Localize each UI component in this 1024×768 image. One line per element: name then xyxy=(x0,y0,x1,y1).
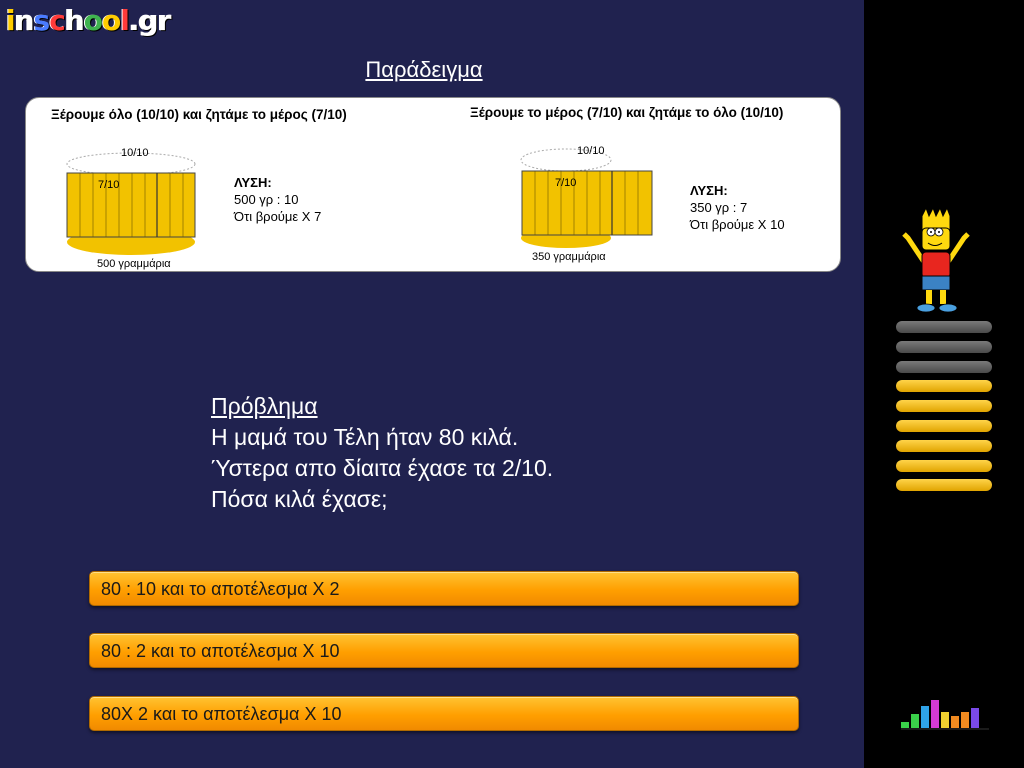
logo-letter: h xyxy=(64,4,85,37)
progress-bar-segment xyxy=(896,380,992,393)
problem-text: Πρόβλημα Η μαμά του Τέλη ήταν 80 κιλά. Ύ… xyxy=(211,391,553,515)
logo-letter: s xyxy=(33,4,51,37)
left-base-label: 500 γραμμάρια xyxy=(97,258,171,270)
logo-letter: i xyxy=(6,4,16,37)
progress-bar-segment xyxy=(896,420,992,432)
bart-character-icon xyxy=(902,208,970,313)
sound-equalizer-icon[interactable] xyxy=(901,698,989,730)
answer-label-2: 80 : 2 και το αποτέλεσμα Χ 10 xyxy=(101,641,340,661)
left-cylinder-diagram xyxy=(66,152,196,255)
logo-letter: r xyxy=(157,4,172,37)
problem-line1: Η μαμά του Τέλη ήταν 80 κιλά. xyxy=(211,424,519,450)
right-whole-label: 10/10 xyxy=(577,145,605,157)
progress-bar-segment xyxy=(896,459,992,472)
answer-button-2[interactable]: 80 : 2 και το αποτέλεσμα Χ 10 xyxy=(89,633,799,668)
progress-bar-segment xyxy=(896,340,992,353)
right-base-label: 350 γραμμάρια xyxy=(532,251,606,263)
answer-label-1: 80 : 10 και το αποτέλεσμα Χ 2 xyxy=(101,579,340,599)
logo-letter: c xyxy=(49,4,66,37)
answer-button-3[interactable]: 80Χ 2 και το αποτέλεσμα Χ 10 xyxy=(89,696,799,731)
page-title: Παράδειγμα xyxy=(365,57,483,82)
progress-bar-segment xyxy=(896,400,992,413)
progress-bar-segment xyxy=(896,360,992,373)
problem-line2: Ύστερα απο δίαιτα έχασε τα 2/10. xyxy=(211,455,554,481)
right-cylinder-diagram xyxy=(520,148,653,248)
inschool-logo[interactable]: inschool.gr xyxy=(6,4,172,37)
progress-bar-segment xyxy=(896,321,992,333)
logo-letter: g xyxy=(138,4,159,37)
right-solution-line2: Ότι βρούμε Χ 10 xyxy=(690,217,785,232)
problem-title: Πρόβλημα xyxy=(211,393,318,419)
logo-letter: o xyxy=(102,4,121,37)
left-heading: Ξέρουμε όλο (10/10) και ζητάμε το μέρος … xyxy=(51,107,347,122)
problem-line3: Πόσα κιλά έχασε; xyxy=(211,486,388,512)
progress-bar-segment xyxy=(896,479,992,492)
logo-letter: l xyxy=(120,4,130,37)
left-solution-title: ΛΥΣΗ: xyxy=(234,175,272,190)
progress-bar-segment xyxy=(896,439,992,452)
answer-label-3: 80Χ 2 και το αποτέλεσμα Χ 10 xyxy=(101,704,342,724)
right-solution-line1: 350 γρ : 7 xyxy=(690,200,748,215)
left-solution: ΛΥΣΗ: 500 γρ : 10 Ότι βρούμε Χ 7 xyxy=(234,174,321,225)
logo-letter: n xyxy=(14,4,35,37)
right-solution: ΛΥΣΗ: 350 γρ : 7 Ότι βρούμε Χ 10 xyxy=(690,182,785,233)
right-solution-title: ΛΥΣΗ: xyxy=(690,183,728,198)
left-solution-line1: 500 γρ : 10 xyxy=(234,192,299,207)
slide-area: inschool.gr Παράδειγμα Ξέρουμε όλο (10/1… xyxy=(6,4,841,731)
answer-button-1[interactable]: 80 : 10 και το αποτέλεσμα Χ 2 xyxy=(89,571,799,606)
right-heading: Ξέρουμε το μέρος (7/10) και ζητάμε το όλ… xyxy=(470,105,784,120)
logo-letter: o xyxy=(83,4,103,37)
logo-letter: . xyxy=(128,4,140,37)
right-part-label: 7/10 xyxy=(555,177,577,189)
example-panel: Ξέρουμε όλο (10/10) και ζητάμε το μέρος … xyxy=(25,97,841,272)
sidebar xyxy=(864,0,1024,768)
left-part-label: 7/10 xyxy=(98,179,120,191)
left-solution-line2: Ότι βρούμε Χ 7 xyxy=(234,209,322,224)
left-whole-label: 10/10 xyxy=(121,147,149,159)
